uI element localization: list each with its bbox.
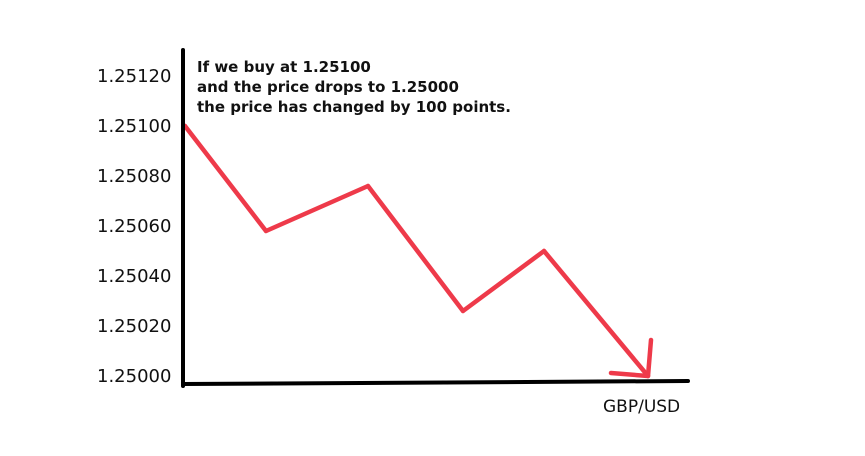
series-layer	[182, 123, 654, 379]
data-point	[365, 183, 371, 189]
annotation: If we buy at 1.25100 and the price drops …	[197, 58, 511, 116]
arrowhead	[608, 337, 654, 379]
annotation-line: and the price drops to 1.25000	[197, 78, 459, 96]
y-tick-label: 1.25020	[97, 316, 171, 337]
annotation-line: If we buy at 1.25100	[197, 58, 371, 76]
y-tick-label: 1.25100	[97, 116, 171, 137]
y-tick-label: 1.25000	[97, 366, 171, 387]
y-tick-label: 1.25120	[97, 66, 171, 87]
y-tick-label: 1.25040	[97, 266, 171, 287]
annotation-line: the price has changed by 100 points.	[197, 98, 511, 116]
x-axis	[181, 379, 690, 386]
x-axis-title: GBP/USD	[603, 397, 680, 417]
y-tick-label: 1.25060	[97, 216, 171, 237]
data-point	[541, 248, 547, 254]
data-point	[263, 228, 269, 234]
y-tick-label: 1.25080	[97, 166, 171, 187]
data-point	[460, 308, 466, 314]
series-line	[182, 123, 651, 379]
y-tick-labels: 1.25120 1.25100 1.25080 1.25060 1.25040 1.250…	[97, 66, 171, 387]
